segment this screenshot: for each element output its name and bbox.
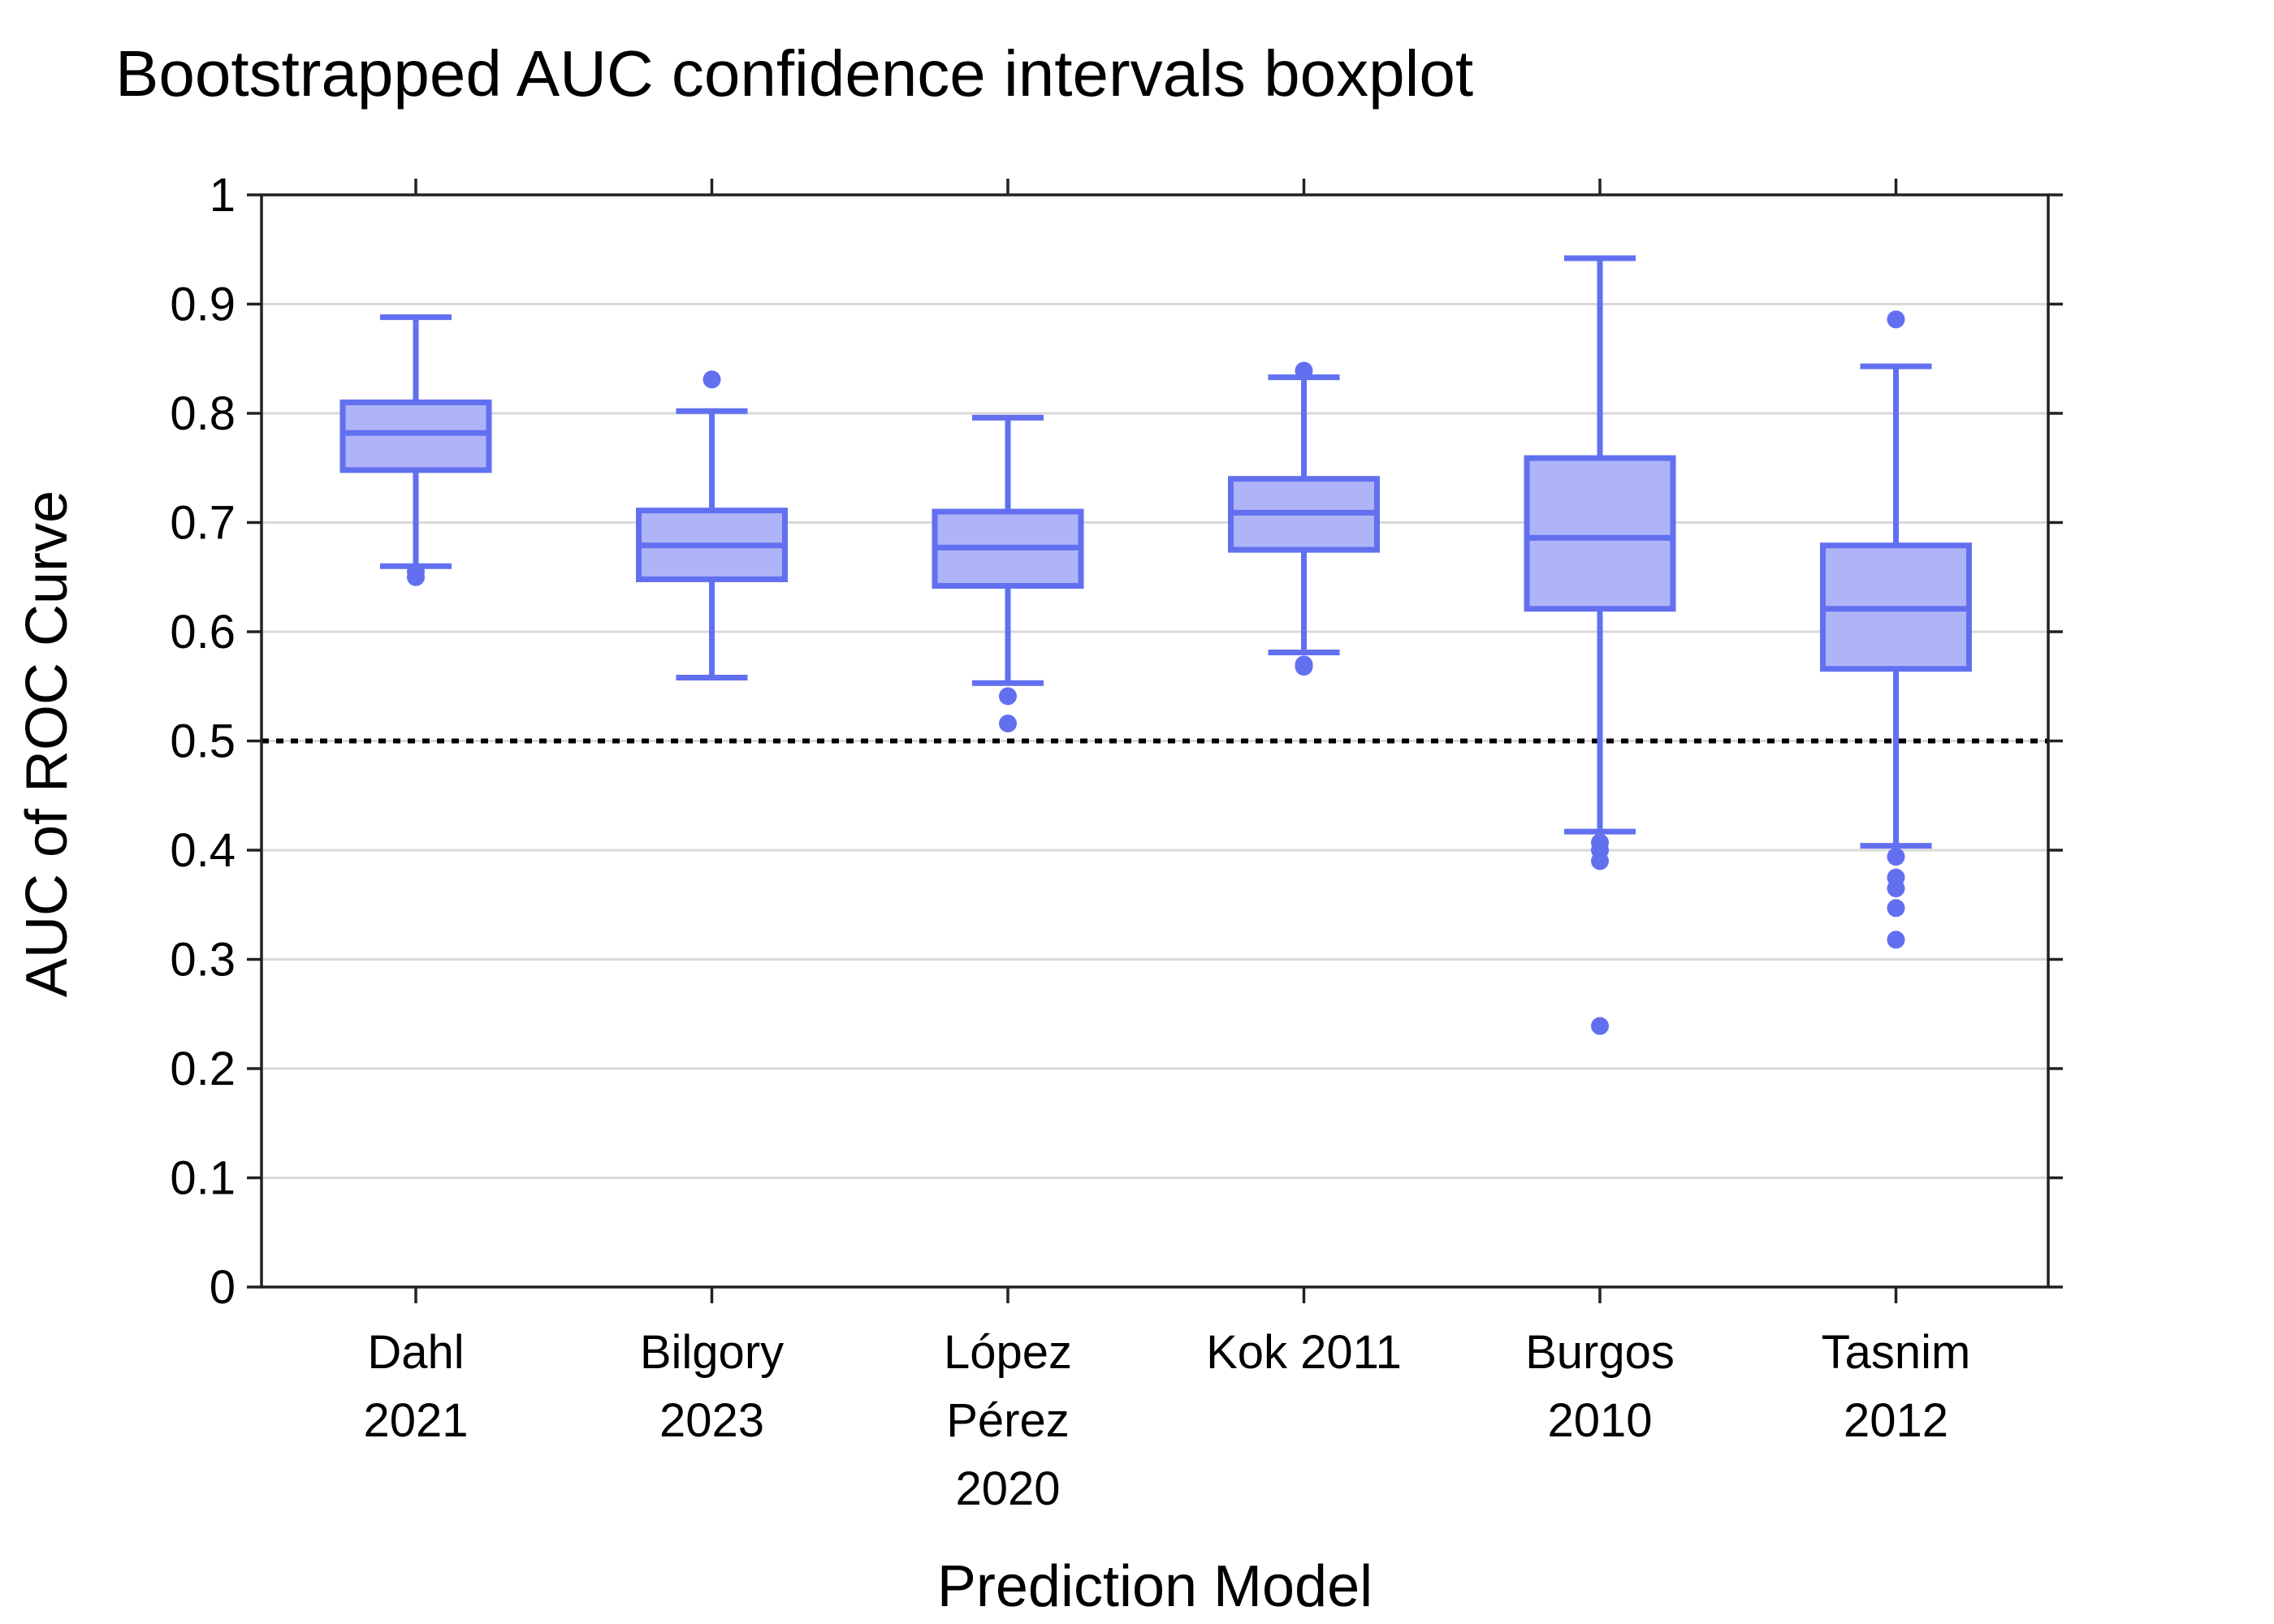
y-tick-label: 0.4 xyxy=(170,824,236,877)
x-tick-label-line: Dahl xyxy=(367,1326,464,1379)
box-group xyxy=(932,414,1084,732)
x-tick-label: Bilgory 2023 xyxy=(640,1326,784,1447)
outlier-point xyxy=(1295,361,1313,380)
outlier-point xyxy=(1295,658,1313,676)
y-tick-label: 0.7 xyxy=(170,497,236,550)
chart-title: Bootstrapped AUC confidence intervals bo… xyxy=(115,37,1473,110)
boxes xyxy=(339,255,1972,1035)
x-tick-label-line: Kok 2011 xyxy=(1206,1326,1402,1379)
box-group xyxy=(636,370,788,680)
x-tick-label-line: 2021 xyxy=(363,1394,468,1447)
x-axis-title: Prediction Model xyxy=(937,1554,1373,1619)
box-group xyxy=(1228,361,1380,676)
outlier-point xyxy=(1887,310,1905,329)
x-tick-label-line: 2012 xyxy=(1844,1394,1948,1447)
y-tick-label: 0.5 xyxy=(170,715,236,768)
x-tick-label: Tasnim 2012 xyxy=(1822,1326,1971,1447)
x-tick-label-line: Bilgory xyxy=(640,1326,784,1379)
y-tick-label: 0.8 xyxy=(170,387,236,440)
x-tick-label: Burgos 2010 xyxy=(1525,1326,1675,1447)
outlier-point xyxy=(1887,931,1905,949)
x-tick-label-line: Tasnim xyxy=(1822,1326,1971,1379)
outlier-point xyxy=(1887,879,1905,898)
outlier-point xyxy=(1591,1017,1609,1035)
x-tick-label-line: Burgos xyxy=(1525,1326,1675,1379)
box-group xyxy=(1524,255,1676,1035)
y-tick-label: 0.9 xyxy=(170,279,236,331)
x-tick-label-line: Pérez xyxy=(946,1394,1070,1447)
outlier-point xyxy=(407,568,425,586)
x-tick-label: López Pérez 2020 xyxy=(944,1326,1072,1515)
x-tick-label: Kok 2011 xyxy=(1206,1326,1402,1379)
y-tick-label: 0.2 xyxy=(170,1043,236,1095)
y-tick-label: 0.6 xyxy=(170,606,236,659)
x-tick-label-line: López xyxy=(944,1326,1072,1379)
box-group xyxy=(339,314,492,586)
y-tick-label: 0.3 xyxy=(170,934,236,987)
iqr-box xyxy=(339,400,492,473)
y-tick-label: 0 xyxy=(210,1261,236,1314)
outlier-point xyxy=(703,370,721,389)
x-axis-ticks: Dahl 2021 Bilgory 2023 López Pérez 2020 Kok 201… xyxy=(363,179,1970,1515)
x-tick-label-line: 2010 xyxy=(1547,1394,1652,1447)
x-tick-label: Dahl 2021 xyxy=(363,1326,468,1447)
outlier-point xyxy=(1591,852,1609,870)
y-tick-label: 0.1 xyxy=(170,1152,236,1205)
x-tick-label-line: 2023 xyxy=(659,1394,764,1447)
y-axis-ticks: 0 0.1 0.2 0.3 0.4 0.5 0.6 0.7 0.8 0.9 1 xyxy=(170,169,2063,1314)
outlier-point xyxy=(1887,899,1905,918)
y-tick-label: 1 xyxy=(210,169,236,222)
outlier-point xyxy=(999,714,1017,732)
box-group xyxy=(1820,310,1972,949)
y-axis-title: AUC of ROC Curve xyxy=(15,490,80,997)
outlier-point xyxy=(999,687,1017,706)
outlier-point xyxy=(1887,848,1905,866)
x-tick-label-line: 2020 xyxy=(955,1462,1060,1515)
iqr-box xyxy=(1524,455,1676,612)
